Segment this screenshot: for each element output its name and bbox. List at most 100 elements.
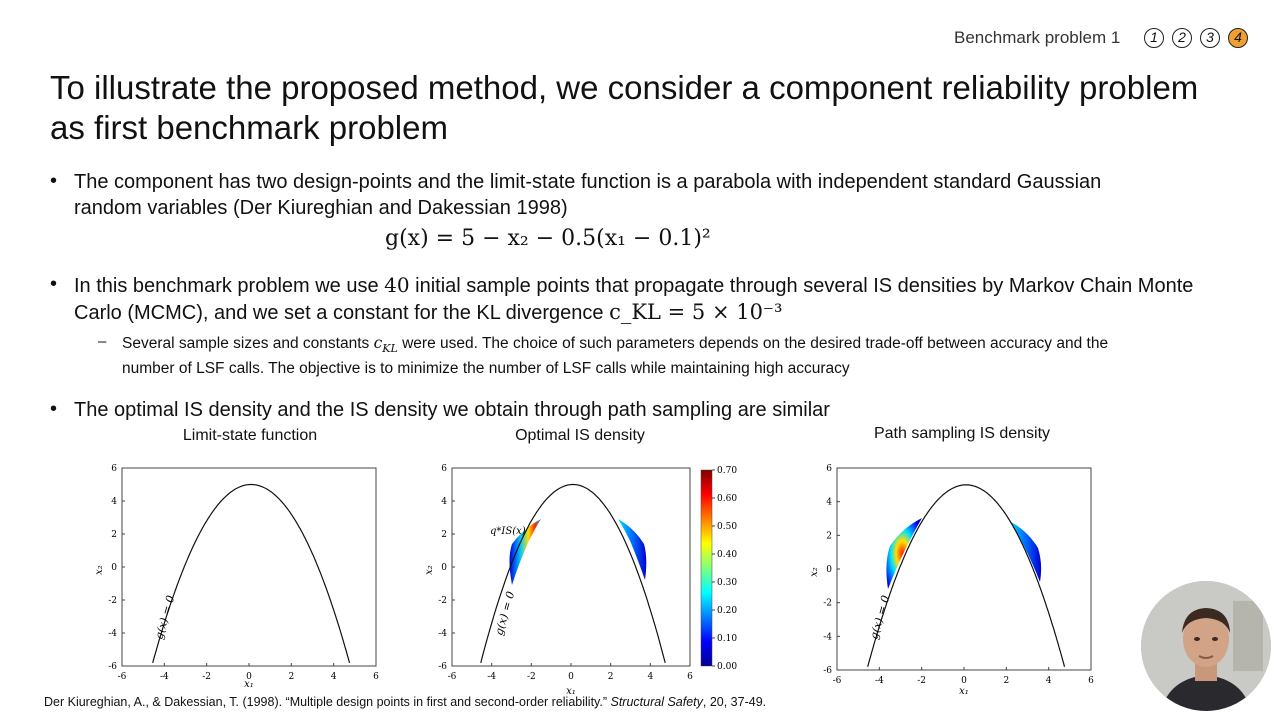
y-tick-label: -4 xyxy=(108,629,117,639)
x-tick-label: 4 xyxy=(1046,676,1052,686)
x-tick-label: -4 xyxy=(160,672,169,682)
slide-title: To illustrate the proposed method, we co… xyxy=(50,69,1199,146)
x-tick-label: -2 xyxy=(917,676,926,686)
bullet-dot: • xyxy=(50,398,58,420)
x-tick-label: 6 xyxy=(373,672,379,682)
y-tick-label: 0 xyxy=(826,565,832,575)
bullet-2-after: initial sample points that propagate thr… xyxy=(74,275,1194,324)
step-1-indicator[interactable]: 1 xyxy=(1144,28,1164,48)
colorbar-tick-label: 0.20 xyxy=(717,606,737,616)
y-tick-label: 4 xyxy=(441,497,447,507)
plot-3-xlabel: x₁ xyxy=(959,686,969,697)
y-tick-label: 6 xyxy=(826,464,832,474)
colorbar-tick-label: 0.30 xyxy=(717,578,737,588)
presenter-avatar xyxy=(1141,581,1271,711)
plot-2-density-right xyxy=(618,519,647,580)
x-tick-label: 0 xyxy=(246,672,252,682)
y-tick-label: -2 xyxy=(823,599,832,609)
plot-2-limit-state-curve xyxy=(480,483,666,664)
step-4-indicator[interactable]: 4 xyxy=(1228,28,1248,48)
x-tick-label: 0 xyxy=(961,676,967,686)
plot-2-density-label: q*IS(x) xyxy=(490,526,526,537)
y-tick-label: 6 xyxy=(441,464,447,474)
bullet-3-text: The optimal IS density and the IS densit… xyxy=(74,399,830,421)
colorbar-tick-label: 0.70 xyxy=(717,466,737,476)
y-tick-label: -6 xyxy=(108,662,117,672)
reference-citation: Der Kiureghian, A., & Dakessian, T. (199… xyxy=(44,695,766,709)
plot-2-ylabel: x₂ xyxy=(424,565,435,575)
bullet-2-before: In this benchmark problem we use xyxy=(74,275,385,297)
y-tick-label: -2 xyxy=(438,596,447,606)
plot-3-density-left xyxy=(886,518,922,589)
colorbar-tick-label: 0.50 xyxy=(717,522,737,532)
y-tick-label: 0 xyxy=(441,563,447,573)
sample-count: 40 xyxy=(384,273,410,297)
bullet-dot: • xyxy=(50,273,58,295)
plot-1-ylabel: x₂ xyxy=(94,565,105,575)
x-tick-label: 6 xyxy=(687,672,693,682)
bullet-dot: • xyxy=(50,170,58,192)
plot-3-limit-state-curve xyxy=(867,484,1066,667)
x-tick-label: -2 xyxy=(527,672,536,682)
y-tick-label: -2 xyxy=(108,596,117,606)
x-tick-label: -6 xyxy=(833,676,842,686)
bullet-1-text: The component has two design-points and … xyxy=(74,171,1102,219)
sub-bullet-dash: – xyxy=(98,333,107,350)
plot-1-xlabel: x₁ xyxy=(244,679,254,690)
plot-3-y-ticks: 6 4 2 0 -2 -4 -6 xyxy=(823,464,840,676)
y-tick-label: 0 xyxy=(111,563,117,573)
y-tick-label: 4 xyxy=(826,498,832,508)
y-tick-label: -4 xyxy=(438,629,447,639)
plot-3-x-ticks: -6 -4 -2 0 2 4 6 xyxy=(833,667,1094,686)
plot-2-title: Optimal IS density xyxy=(515,427,645,444)
sub-bullet-before: Several sample sizes and constants xyxy=(122,335,374,352)
y-tick-label: 6 xyxy=(111,464,117,474)
step-2-indicator[interactable]: 2 xyxy=(1172,28,1192,48)
y-tick-label: -4 xyxy=(823,632,832,642)
colorbar-tick-label: 0.60 xyxy=(717,494,737,504)
colorbar-tick-label: 0.40 xyxy=(717,550,737,560)
bullet-2-text: In this benchmark problem we use 40 init… xyxy=(74,272,1204,326)
step-3-indicator[interactable]: 3 xyxy=(1200,28,1220,48)
colorbar-tick-label: 0.00 xyxy=(717,662,737,672)
colorbar-tick-label: 0.10 xyxy=(717,634,737,644)
plot-2-colorbar-ticks: 0.70 0.60 0.50 0.40 0.30 0.20 0.10 0.00 xyxy=(712,466,737,672)
header-title: Benchmark problem 1 xyxy=(954,28,1121,47)
plot-3-density-right xyxy=(1009,521,1042,582)
x-tick-label: -6 xyxy=(448,672,457,682)
lsf-formula-text: g(x) = 5 − x₂ − 0.5(x₁ − 0.1)² xyxy=(385,226,711,251)
x-tick-label: -2 xyxy=(202,672,211,682)
ckl-symbol: cKL xyxy=(373,334,398,356)
plot-3-ylabel: x₂ xyxy=(809,567,820,577)
x-tick-label: -4 xyxy=(875,676,884,686)
y-tick-label: 4 xyxy=(111,497,117,507)
plot-2-colorbar xyxy=(700,469,713,667)
plot-2-y-ticks: 6 4 2 0 -2 -4 -6 xyxy=(438,464,455,672)
x-tick-label: 4 xyxy=(331,672,337,682)
reference-rest: , 20, 37-49. xyxy=(702,695,767,709)
plot-1-limit-state-curve xyxy=(152,483,351,664)
plot-2-x-ticks: -6 -4 -2 0 2 4 6 xyxy=(448,663,693,682)
y-tick-label: 2 xyxy=(441,530,447,540)
kl-constant: c_KL = 5 × 10⁻³ xyxy=(609,300,783,324)
x-tick-label: -6 xyxy=(118,672,127,682)
lsf-formula: g(x) = 5 − x₂ − 0.5(x₁ − 0.1)² xyxy=(385,226,711,251)
sub-bullet-after: were used. The choice of such parameters… xyxy=(122,335,1109,378)
x-tick-label: 0 xyxy=(568,672,574,682)
x-tick-label: 6 xyxy=(1088,676,1094,686)
y-tick-label: 2 xyxy=(111,530,117,540)
presenter-webcam xyxy=(1141,581,1271,711)
x-tick-label: 2 xyxy=(288,672,294,682)
reference-journal: Structural Safety xyxy=(610,695,703,709)
plot-1-axes xyxy=(121,467,377,667)
y-tick-label: -6 xyxy=(823,666,832,676)
sub-bullet-text: Several sample sizes and constants cKL w… xyxy=(122,333,1152,379)
y-tick-label: -6 xyxy=(438,662,447,672)
plot-2-xlabel: x₁ xyxy=(566,686,576,697)
plot-3-title: Path sampling IS density xyxy=(873,425,1051,442)
x-tick-label: 2 xyxy=(1003,676,1009,686)
x-tick-label: -4 xyxy=(487,672,496,682)
